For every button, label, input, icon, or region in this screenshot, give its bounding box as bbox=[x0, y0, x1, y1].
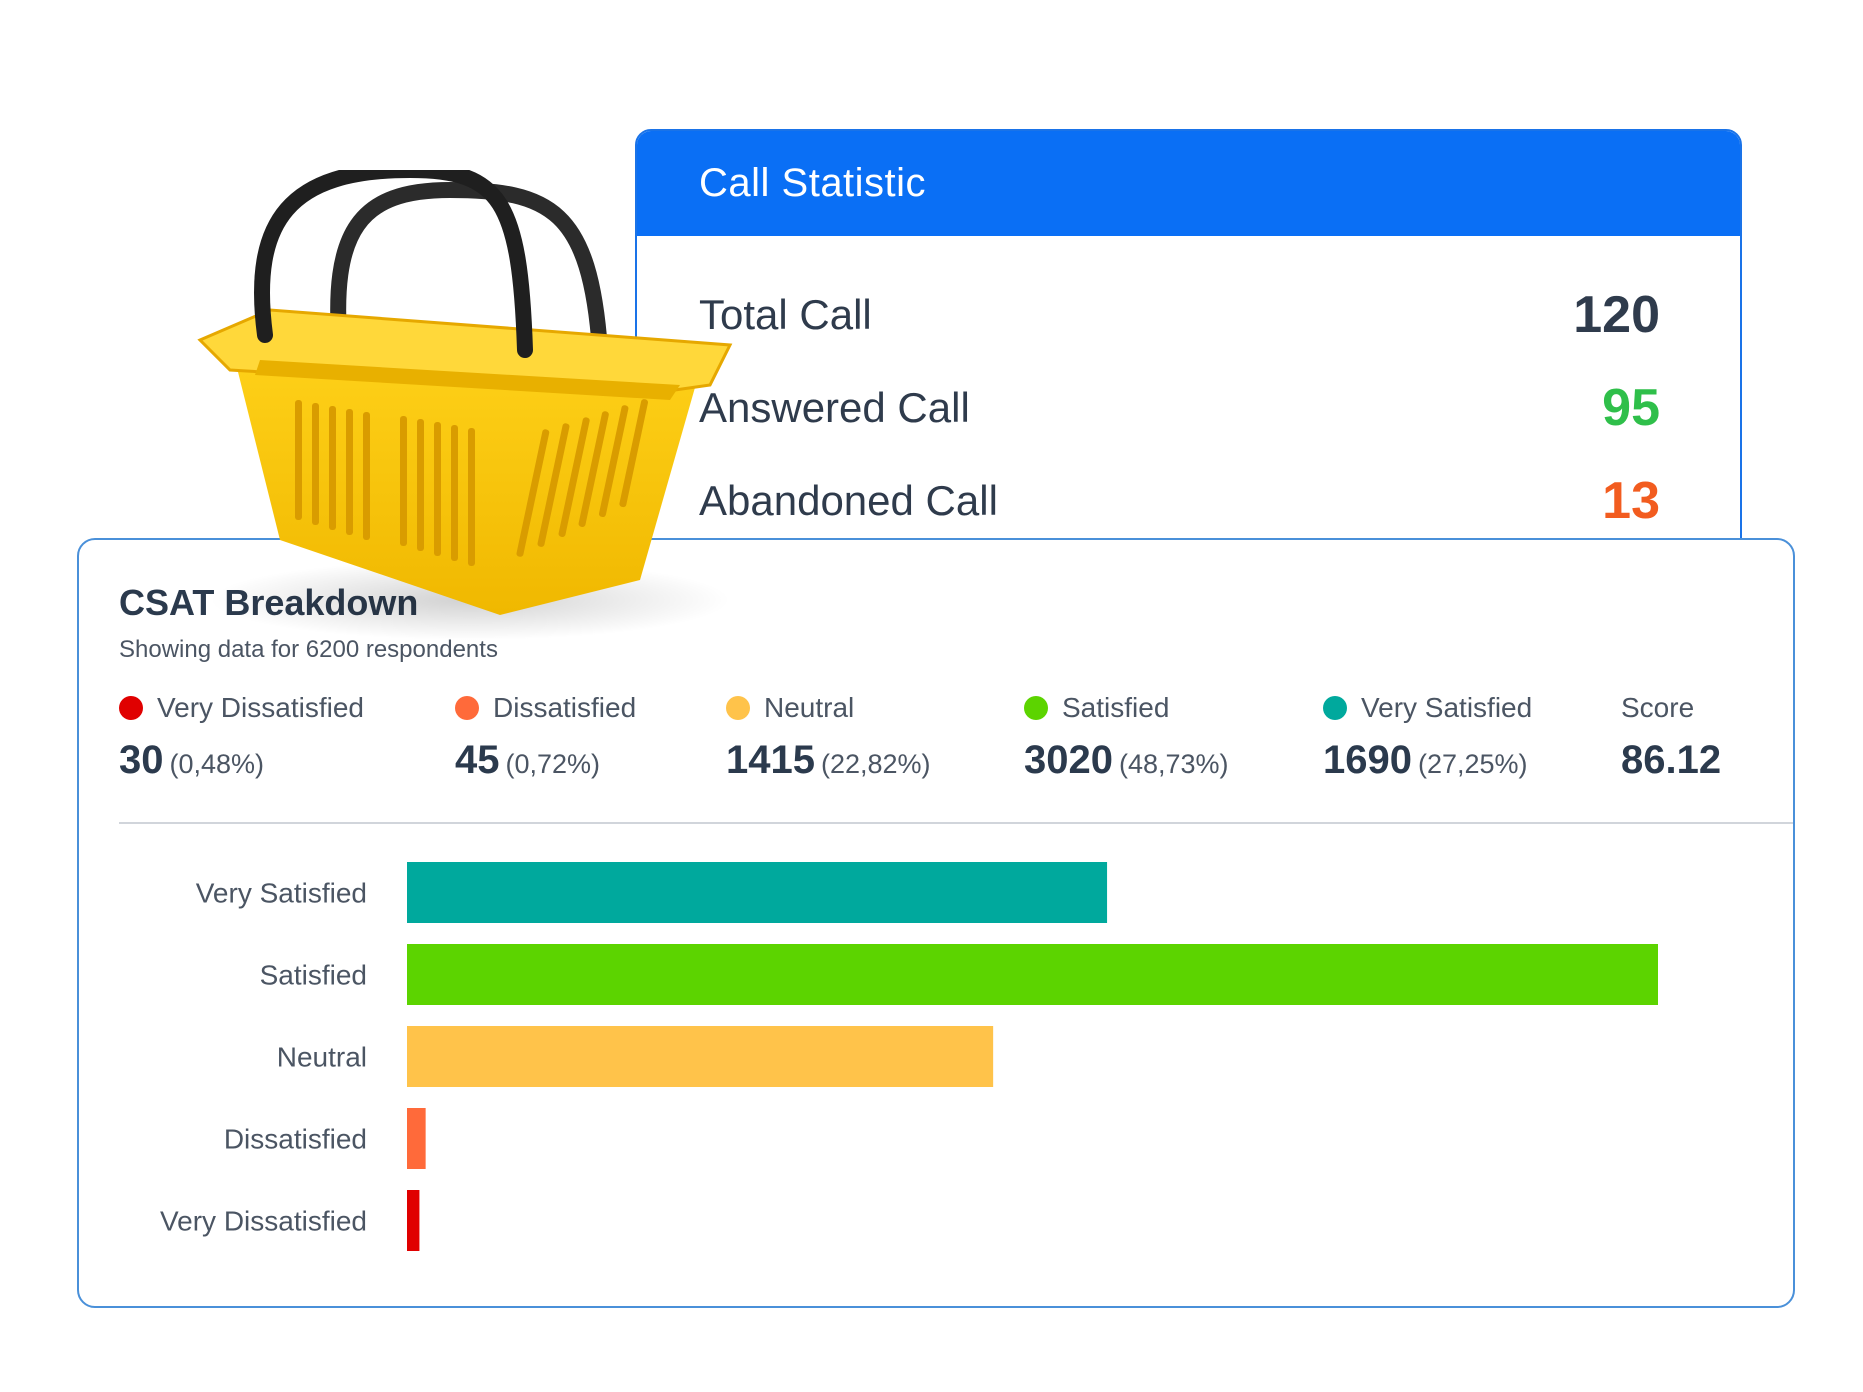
tick-label-satisfied: Satisfied bbox=[260, 960, 367, 991]
tick-label-neutral: Neutral bbox=[277, 1042, 367, 1073]
total-call-value: 120 bbox=[1573, 285, 1660, 344]
stat-count: 1415 bbox=[726, 738, 815, 782]
stat-label: Very Dissatisfied bbox=[157, 692, 364, 723]
stat-count: 45 bbox=[455, 738, 500, 782]
answered-call-label: Answered Call bbox=[699, 383, 970, 431]
bar-neutral bbox=[407, 1026, 994, 1087]
stat-very-dissatisfied: Very Dissatisfied 30 (0,48%) bbox=[119, 692, 364, 783]
stat-percent: (0,48%) bbox=[169, 749, 265, 779]
stat-neutral: Neutral 1415 (22,82%) bbox=[726, 692, 931, 783]
abandoned-call-row: Abandoned Call 13 bbox=[699, 454, 1660, 547]
bar-very-satisfied bbox=[407, 862, 1108, 923]
stat-count: 3020 bbox=[1024, 738, 1113, 782]
divider bbox=[119, 822, 1793, 824]
stat-score: Score 86.12 bbox=[1621, 692, 1721, 783]
csat-breakdown-card: CSAT Breakdown Showing data for 6200 res… bbox=[77, 538, 1795, 1308]
answered-call-row: Answered Call 95 bbox=[699, 361, 1660, 454]
shopping-basket-icon bbox=[197, 170, 733, 640]
call-statistic-card: Call Statistic Total Call 120 Answered C… bbox=[635, 129, 1742, 559]
score-value: 86.12 bbox=[1621, 738, 1722, 782]
dissatisfied-dot-icon bbox=[455, 696, 479, 720]
call-statistic-header: Call Statistic bbox=[637, 131, 1740, 236]
tick-label-very-dissatisfied: Very Dissatisfied bbox=[160, 1206, 367, 1237]
stat-percent: (0,72%) bbox=[505, 749, 601, 779]
total-call-row: Total Call 120 bbox=[699, 268, 1660, 361]
bar-dissatisfied bbox=[407, 1108, 426, 1169]
score-label: Score bbox=[1621, 692, 1695, 723]
stat-count: 1690 bbox=[1323, 738, 1412, 782]
stat-very-satisfied: Very Satisfied 1690 (27,25%) bbox=[1323, 692, 1532, 783]
stat-label: Dissatisfied bbox=[493, 692, 637, 723]
stat-satisfied: Satisfied 3020 (48,73%) bbox=[1024, 692, 1229, 783]
neutral-dot-icon bbox=[726, 696, 750, 720]
csat-stats: Very Dissatisfied 30 (0,48%) Dissatisfied… bbox=[119, 692, 1759, 802]
total-call-label: Total Call bbox=[699, 290, 872, 338]
satisfied-dot-icon bbox=[1024, 696, 1048, 720]
stat-label: Very Satisfied bbox=[1361, 692, 1533, 723]
stat-percent: (27,25%) bbox=[1417, 749, 1528, 779]
csat-subtitle: Showing data for 6200 respondents bbox=[119, 636, 498, 663]
stat-label: Neutral bbox=[764, 692, 855, 723]
abandoned-call-label: Abandoned Call bbox=[699, 476, 998, 524]
stat-percent: (48,73%) bbox=[1118, 749, 1229, 779]
call-statistic-title: Call Statistic bbox=[699, 161, 927, 205]
stat-percent: (22,82%) bbox=[820, 749, 931, 779]
tick-label-very-satisfied: Very Satisfied bbox=[196, 878, 367, 909]
stat-dissatisfied: Dissatisfied 45 (0,72%) bbox=[455, 692, 636, 783]
csat-bar-chart: Very Satisfied Satisfied Neutral Dissatisfi… bbox=[160, 862, 1658, 1251]
call-statistic-rows: Total Call 120 Answered Call 95 Abandone… bbox=[637, 268, 1740, 547]
bar-very-dissatisfied bbox=[407, 1190, 420, 1251]
answered-call-value: 95 bbox=[1602, 378, 1660, 437]
very-satisfied-dot-icon bbox=[1323, 696, 1347, 720]
bar-satisfied bbox=[407, 944, 1658, 1005]
stat-label: Satisfied bbox=[1062, 692, 1170, 723]
abandoned-call-value: 13 bbox=[1602, 471, 1660, 530]
tick-label-dissatisfied: Dissatisfied bbox=[224, 1124, 367, 1155]
very-dissatisfied-dot-icon bbox=[119, 696, 143, 720]
stat-count: 30 bbox=[119, 738, 164, 782]
